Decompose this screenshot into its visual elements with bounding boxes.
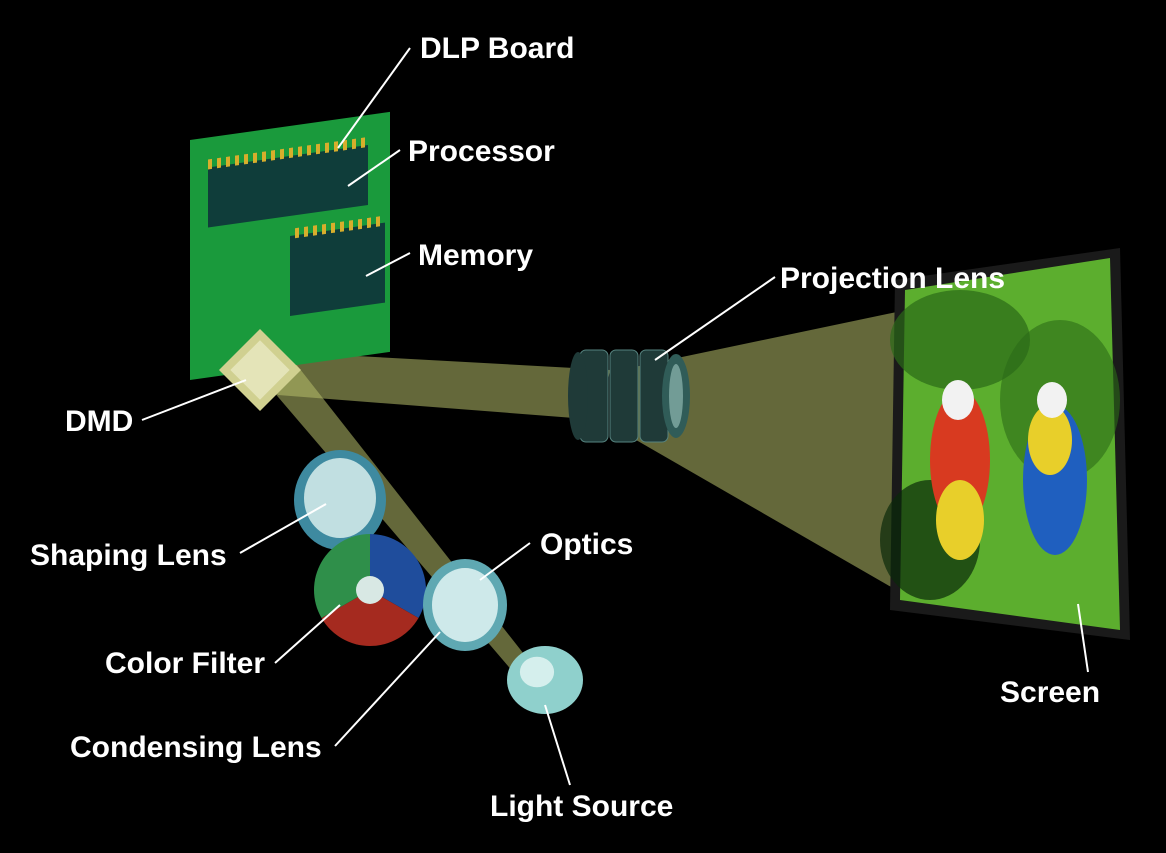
label-shaping: Shaping Lens xyxy=(30,539,227,573)
label-light-source: Light Source xyxy=(490,790,673,824)
dmd-chip xyxy=(219,329,301,411)
label-projection: Projection Lens xyxy=(780,262,1005,296)
projection-lens xyxy=(568,350,690,442)
screen xyxy=(880,248,1130,640)
label-dlp-board: DLP Board xyxy=(420,32,574,66)
condensing-lens xyxy=(423,559,507,651)
diagram-stage: DLP Board Processor Memory Projection Le… xyxy=(0,0,1166,853)
light-source xyxy=(507,646,583,714)
label-color-filter: Color Filter xyxy=(105,647,265,681)
color-filter xyxy=(314,534,426,646)
label-processor: Processor xyxy=(408,135,555,169)
dlp-board xyxy=(190,112,390,380)
shaping-lens xyxy=(294,450,386,550)
label-optics: Optics xyxy=(540,528,633,562)
leader-lines xyxy=(142,48,1088,785)
label-memory: Memory xyxy=(418,239,533,273)
label-screen: Screen xyxy=(1000,676,1100,710)
label-dmd: DMD xyxy=(65,405,133,439)
label-condensing: Condensing Lens xyxy=(70,731,322,765)
light-beams xyxy=(248,305,930,700)
diagram-svg xyxy=(0,0,1166,853)
